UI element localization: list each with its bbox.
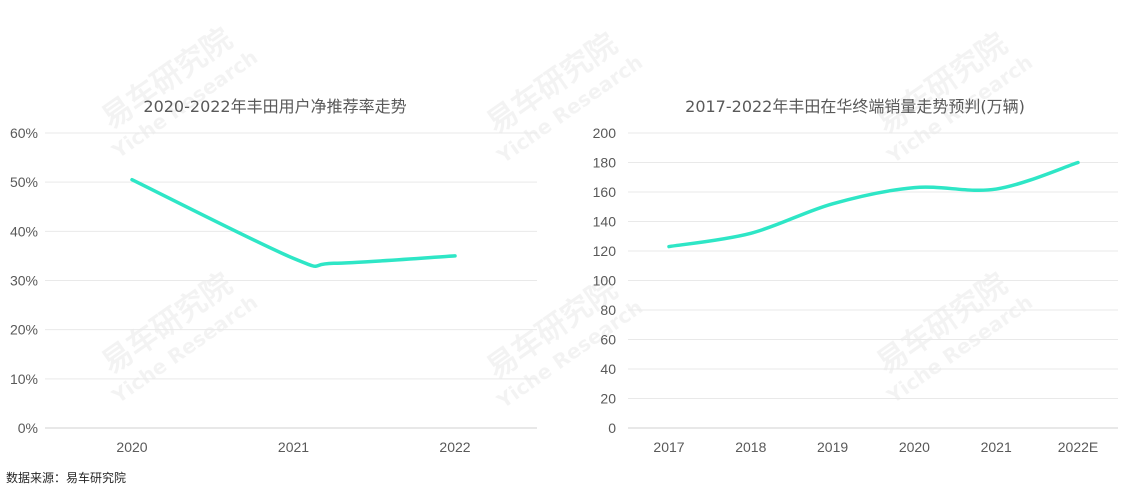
series-line (667, 160, 1080, 249)
data-source-note: 数据来源：易车研究院 (6, 471, 127, 485)
y-tick-label: 0% (18, 420, 38, 436)
y-tick-label: 40% (10, 223, 38, 239)
y-tick-label: 0 (608, 420, 616, 436)
x-tick-label: 2021 (981, 439, 1012, 455)
y-tick-label: 140 (593, 214, 617, 230)
watermark: 易车研究院Yiche Research (871, 267, 1037, 409)
watermark: 易车研究院Yiche Research (481, 272, 647, 414)
series-line (130, 177, 457, 268)
y-tick-label: 50% (10, 174, 38, 190)
y-tick-label: 180 (593, 155, 617, 171)
x-tick-label: 2021 (278, 439, 309, 455)
chart-1: 2020-2022年丰田用户净推荐率走势 0% 10% 20% 30% 40% 50% 60%… (10, 97, 537, 455)
y-tick-label: 80 (600, 302, 616, 318)
y-tick-label: 60 (600, 332, 616, 348)
y-tick-label: 200 (593, 125, 617, 141)
x-tick-label: 2019 (817, 439, 848, 455)
y-tick-label: 60% (10, 125, 38, 141)
chart-title: 2020-2022年丰田用户净推荐率走势 (143, 97, 406, 116)
y-tick-label: 120 (593, 243, 617, 259)
y-tick-label: 20% (10, 322, 38, 338)
watermark: 易车研究院Yiche Research (481, 27, 647, 169)
chart-title: 2017-2022年丰田在华终端销量走势预判(万辆) (685, 97, 1025, 116)
x-tick-label: 2020 (899, 439, 930, 455)
x-tick-label: 2022 (439, 439, 470, 455)
y-tick-label: 10% (10, 371, 38, 387)
x-tick-label: 2017 (653, 439, 684, 455)
x-tick-label: 2022E (1058, 439, 1098, 455)
watermark: 易车研究院Yiche Research (96, 267, 262, 409)
x-tick-label: 2020 (116, 439, 147, 455)
y-tick-label: 30% (10, 273, 38, 289)
y-tick-label: 160 (593, 184, 617, 200)
watermark: 易车研究院Yiche Research (871, 27, 1037, 169)
watermark: 易车研究院Yiche Research (96, 22, 262, 164)
y-tick-label: 40 (600, 361, 616, 377)
watermark-layer: 易车研究院Yiche Research 易车研究院Yiche Research 易车… (96, 22, 1037, 414)
x-tick-label: 2018 (735, 439, 766, 455)
chart-2: 2017-2022年丰田在华终端销量走势预判(万辆) 0 20 40 60 80 100 12… (593, 97, 1118, 455)
y-tick-label: 20 (600, 391, 616, 407)
y-tick-label: 100 (593, 273, 617, 289)
